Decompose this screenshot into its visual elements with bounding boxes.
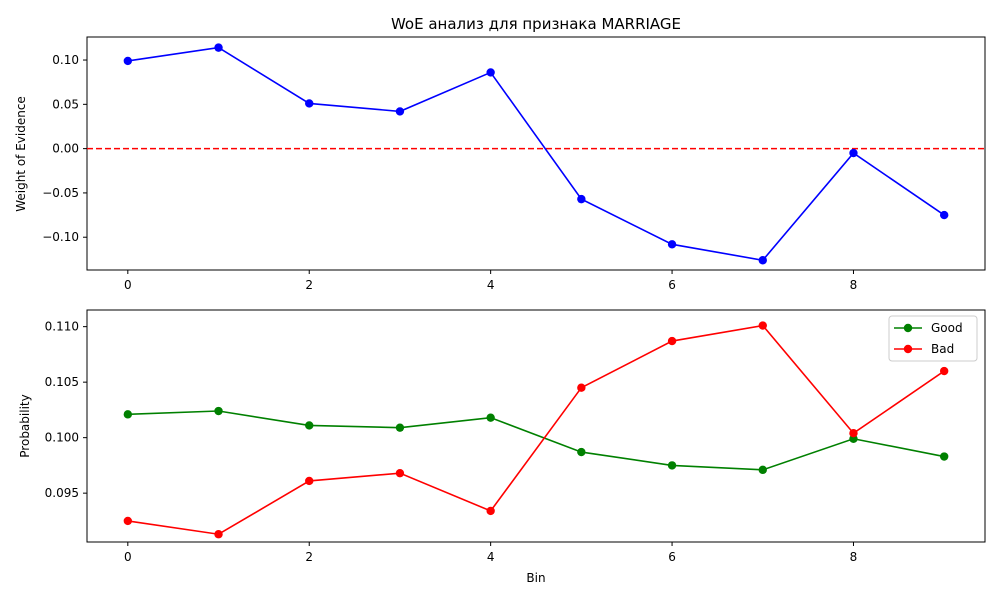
probability-series-bad-point bbox=[123, 516, 133, 526]
woe-series-0-point bbox=[758, 256, 767, 265]
probability-x-axis-title: Bin bbox=[526, 571, 545, 585]
woe-chart-title: WoE анализ для признака MARRIAGE bbox=[391, 15, 681, 33]
woe-y-tick-label: −0.05 bbox=[42, 186, 79, 200]
legend-marker-bad bbox=[903, 344, 913, 354]
probability-series-good-point bbox=[214, 406, 223, 416]
woe-series-0-point bbox=[849, 148, 858, 158]
probability-x-tick-label: 2 bbox=[305, 550, 313, 564]
probability-y-tick-label: 0.105 bbox=[45, 375, 79, 389]
probability-x-tick-label: 0 bbox=[124, 550, 132, 564]
woe-series-0-point bbox=[577, 194, 586, 204]
probability-series-good-point bbox=[486, 413, 495, 422]
woe-plot-area: 0 2 4 6 8 −0.10 −0.05 0.00 0.05 0.10 bbox=[42, 36, 986, 292]
woe-y-axis-title: Weight of Evidence bbox=[14, 96, 28, 212]
probability-series-bad-point bbox=[849, 429, 858, 438]
probability-series-good-point bbox=[758, 465, 767, 475]
probability-series-bad-point bbox=[667, 336, 677, 346]
woe-x-tick-label: 2 bbox=[305, 278, 313, 292]
probability-plot-area: 0 2 4 6 8 0.095 0.100 0.105 0.110 Good Bad bbox=[45, 309, 986, 564]
legend-label-bad: Bad bbox=[931, 342, 954, 356]
woe-y-tick-label: −0.10 bbox=[42, 230, 79, 244]
probability-x-tick-label: 4 bbox=[487, 550, 495, 564]
probability-axes-frame bbox=[86, 309, 986, 543]
woe-series-0-point bbox=[667, 240, 677, 249]
legend-marker-good bbox=[903, 323, 913, 333]
probability-y-tick-label: 0.095 bbox=[45, 486, 79, 500]
woe-series-0-point bbox=[939, 210, 949, 220]
woe-series-0-point bbox=[214, 43, 223, 52]
probability-series-bad-line bbox=[127, 324, 945, 536]
probability-series-good-point bbox=[395, 423, 405, 432]
probability-x-tick-label: 6 bbox=[668, 550, 676, 564]
probability-y-axis-title: Probability bbox=[18, 394, 32, 457]
woe-x-tick-label: 0 bbox=[124, 278, 132, 292]
probability-series-bad-point bbox=[214, 530, 223, 539]
probability-series-bad-point bbox=[486, 506, 495, 516]
woe-y-tick-label: 0.05 bbox=[52, 97, 79, 111]
probability-y-tick-label: 0.100 bbox=[45, 431, 79, 445]
probability-series-good-point bbox=[939, 452, 949, 461]
woe-axes-frame bbox=[86, 36, 986, 271]
probability-series-good-point bbox=[305, 421, 314, 430]
probability-y-tick-label: 0.110 bbox=[45, 320, 79, 334]
woe-series-0-point bbox=[305, 99, 314, 108]
woe-series-0-point bbox=[123, 56, 133, 66]
woe-y-tick-label: 0.00 bbox=[52, 142, 79, 156]
woe-series-0-point bbox=[486, 68, 495, 77]
woe-x-tick-label: 4 bbox=[487, 278, 495, 292]
woe-series-0-line bbox=[127, 46, 945, 262]
probability-series-bad-point bbox=[577, 383, 586, 392]
probability-x-tick-label: 8 bbox=[850, 550, 858, 564]
probability-series-bad-point bbox=[758, 321, 767, 330]
woe-chart: WoE анализ для признака MARRIAGE Weight … bbox=[14, 15, 986, 292]
legend-label-good: Good bbox=[931, 321, 963, 335]
woe-x-tick-label: 6 bbox=[668, 278, 676, 292]
probability-series-good-point bbox=[577, 447, 586, 457]
probability-series-bad-point bbox=[305, 476, 314, 486]
probability-series-good-line bbox=[127, 410, 945, 471]
woe-y-tick-label: 0.10 bbox=[52, 53, 79, 67]
probability-series-bad-point bbox=[395, 468, 405, 478]
probability-series-bad-point bbox=[939, 366, 949, 376]
woe-series-0-point bbox=[395, 107, 405, 116]
probability-series-good-point bbox=[123, 410, 133, 419]
probability-legend: Good Bad bbox=[888, 315, 978, 362]
woe-x-tick-label: 8 bbox=[850, 278, 858, 292]
probability-series-good-point bbox=[667, 461, 677, 470]
probability-chart: Probability Bin 0 2 4 6 8 0.095 0.100 0.105 0.11… bbox=[18, 309, 986, 585]
